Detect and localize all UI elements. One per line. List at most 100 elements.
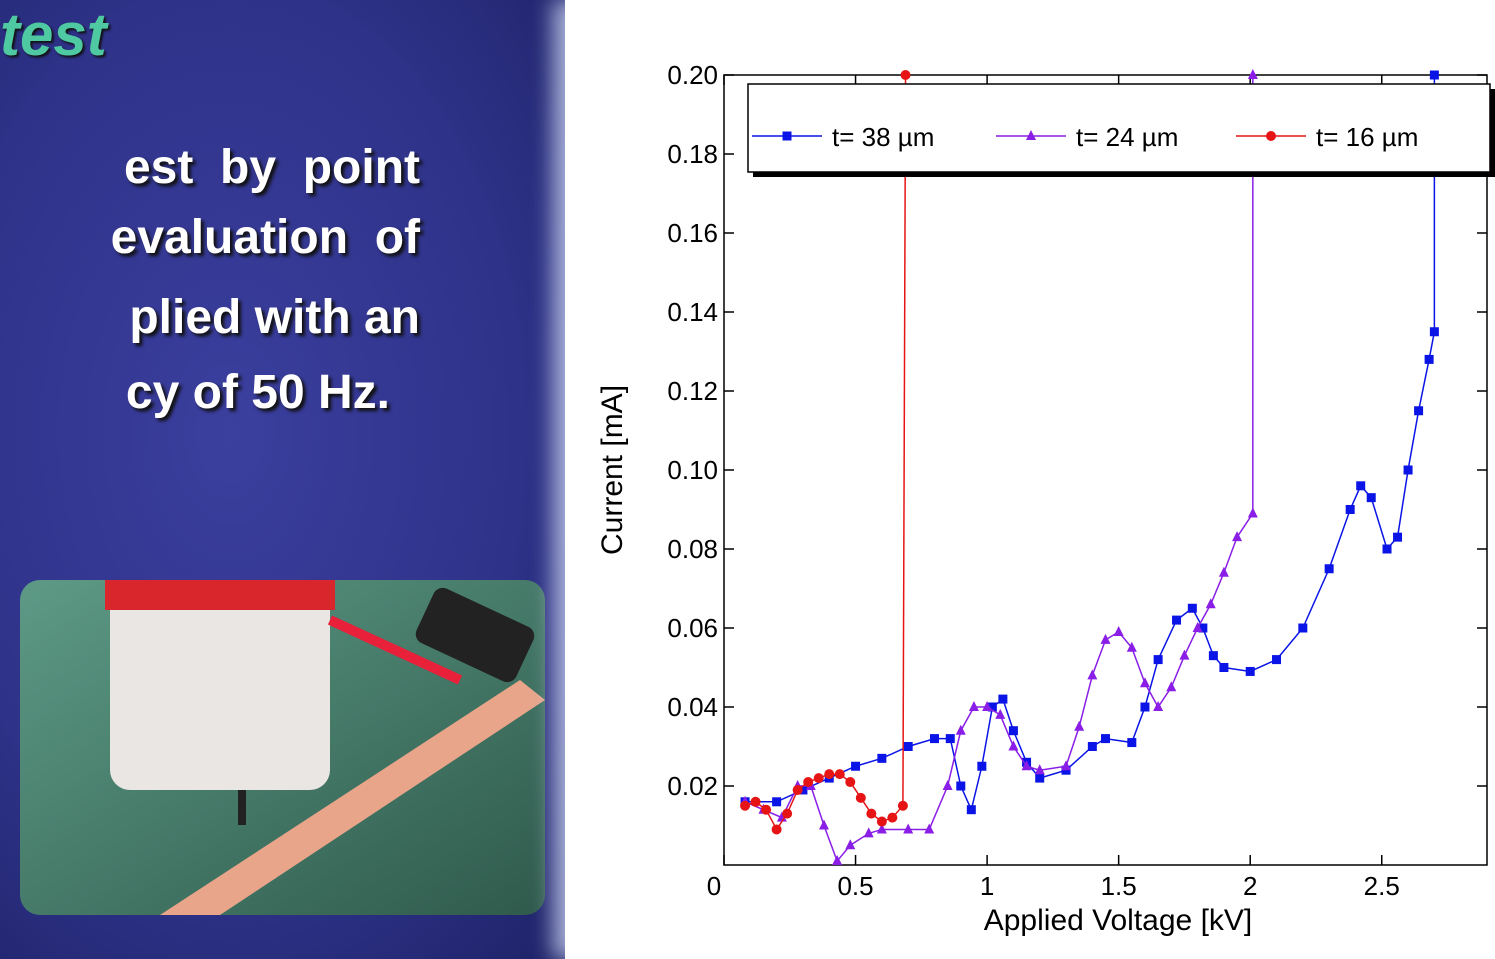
x-tick-label: 0 bbox=[707, 871, 721, 901]
marker bbox=[968, 701, 979, 711]
marker bbox=[942, 780, 953, 790]
x-tick-label: 2.5 bbox=[1364, 871, 1400, 901]
marker bbox=[1393, 532, 1403, 542]
marker bbox=[1061, 760, 1072, 771]
marker bbox=[1218, 566, 1229, 577]
marker bbox=[1219, 663, 1229, 672]
body-line: evaluation of bbox=[110, 211, 420, 264]
marker bbox=[771, 824, 782, 835]
legend-label: t= 38 µm bbox=[832, 122, 934, 152]
marker bbox=[863, 827, 874, 838]
body-line: est by point bbox=[123, 141, 420, 194]
marker bbox=[1153, 655, 1163, 665]
marker bbox=[1382, 544, 1392, 554]
legend-marker bbox=[782, 131, 792, 141]
marker bbox=[832, 855, 843, 866]
marker bbox=[1192, 622, 1203, 632]
x-tick-label: 1.5 bbox=[1101, 871, 1137, 901]
y-tick-label: 0.16 bbox=[667, 218, 718, 248]
marker bbox=[1232, 531, 1243, 542]
marker bbox=[813, 773, 824, 784]
marker bbox=[1034, 764, 1045, 775]
marker bbox=[834, 769, 845, 780]
y-tick-label: 0.02 bbox=[667, 771, 718, 801]
y-tick-label: 0.06 bbox=[667, 613, 718, 643]
marker bbox=[956, 781, 966, 791]
x-tick-label: 1 bbox=[980, 871, 994, 901]
marker bbox=[1087, 742, 1097, 751]
marker bbox=[750, 796, 761, 807]
marker bbox=[1403, 465, 1413, 475]
marker bbox=[1247, 507, 1258, 518]
marker bbox=[866, 808, 877, 819]
marker bbox=[1429, 70, 1439, 80]
marker bbox=[818, 819, 829, 830]
marker bbox=[1140, 702, 1150, 712]
marker bbox=[1139, 677, 1150, 688]
series-line bbox=[744, 75, 907, 831]
marker bbox=[987, 702, 997, 712]
legend-box bbox=[747, 83, 1491, 173]
marker bbox=[798, 785, 808, 795]
x-axis-label: Applied Voltage [kV] bbox=[984, 904, 1253, 937]
marker bbox=[792, 784, 803, 795]
marker bbox=[782, 808, 793, 819]
marker bbox=[966, 805, 976, 815]
body-line: plied with an bbox=[129, 291, 420, 344]
marker bbox=[955, 724, 966, 735]
marker bbox=[1166, 681, 1177, 692]
marker bbox=[740, 800, 751, 811]
marker bbox=[1008, 740, 1019, 751]
plot-frame bbox=[723, 74, 1488, 866]
slide-title: test bbox=[0, 1, 107, 68]
marker bbox=[1113, 625, 1124, 636]
marker bbox=[845, 839, 856, 850]
marker bbox=[1126, 641, 1137, 652]
marker bbox=[1172, 615, 1182, 625]
y-tick-label: 0.20 bbox=[667, 60, 718, 90]
marker bbox=[1247, 69, 1258, 79]
marker bbox=[1127, 738, 1137, 748]
marker bbox=[1345, 505, 1355, 514]
marker bbox=[903, 823, 914, 834]
marker bbox=[877, 753, 887, 763]
marker bbox=[982, 701, 993, 711]
marker bbox=[1324, 564, 1334, 574]
marker bbox=[876, 816, 887, 827]
marker bbox=[1424, 354, 1434, 364]
y-tick-label: 0.12 bbox=[667, 376, 718, 406]
marker bbox=[1153, 701, 1164, 711]
legend-label: t= 16 µm bbox=[1316, 122, 1418, 152]
marker bbox=[1198, 623, 1208, 633]
marker bbox=[761, 804, 772, 815]
marker bbox=[845, 777, 856, 788]
marker bbox=[897, 800, 908, 811]
y-tick-label: 0.18 bbox=[667, 139, 718, 169]
series-line bbox=[744, 75, 1254, 863]
marker bbox=[929, 734, 939, 744]
marker bbox=[1179, 649, 1190, 660]
y-tick-label: 0.14 bbox=[667, 297, 718, 327]
marker bbox=[1205, 598, 1216, 609]
marker bbox=[945, 734, 955, 744]
marker bbox=[1187, 603, 1197, 613]
marker bbox=[887, 812, 898, 823]
y-tick-label: 0.10 bbox=[667, 455, 718, 485]
marker bbox=[824, 769, 835, 780]
marker bbox=[851, 761, 861, 771]
legend-marker bbox=[1266, 131, 1276, 141]
legend-label: t= 24 µm bbox=[1076, 122, 1178, 152]
series-line bbox=[745, 75, 1436, 813]
marker bbox=[995, 708, 1006, 719]
marker bbox=[1429, 327, 1439, 337]
marker bbox=[1021, 760, 1032, 771]
y-tick-label: 0.04 bbox=[667, 692, 718, 722]
marker bbox=[924, 823, 935, 834]
body-line: cy of 50 Hz. bbox=[125, 366, 390, 419]
marker bbox=[1245, 666, 1255, 676]
marker bbox=[1366, 493, 1376, 503]
x-tick-label: 2 bbox=[1243, 871, 1257, 901]
marker bbox=[1087, 669, 1098, 680]
